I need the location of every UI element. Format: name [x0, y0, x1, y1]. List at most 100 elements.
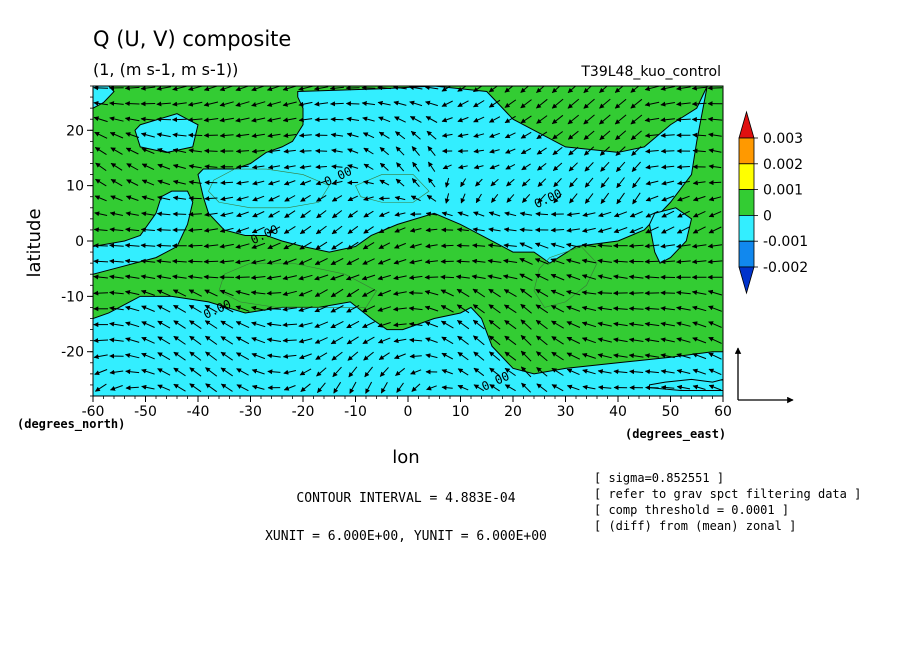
vector-field: [93, 86, 723, 394]
wind-vector-571: [267, 164, 281, 170]
wind-vector-8: [220, 383, 233, 392]
wind-vector-28: [536, 383, 548, 392]
wind-vector-291: [266, 275, 282, 281]
wind-vector-657: [362, 132, 375, 139]
wind-vector-183: [456, 319, 470, 330]
wind-vector-79: [708, 368, 722, 376]
wind-vector-738: [377, 100, 391, 106]
wind-vector-66: [504, 367, 516, 377]
y-axis-label: latitude: [24, 208, 45, 277]
wind-vector-304: [471, 274, 486, 280]
wind-vector-443: [141, 211, 155, 217]
wind-vector-570: [251, 164, 265, 170]
wind-vector-256: [346, 288, 360, 298]
colorbar-box-2: [738, 163, 755, 191]
wind-vector-698: [378, 116, 391, 123]
wind-vector-80: [93, 354, 108, 360]
wind-vector-716: [660, 117, 675, 123]
wind-vector-295: [330, 274, 344, 281]
wind-vector-320: [93, 258, 109, 264]
wind-vector-351: [581, 258, 597, 264]
wind-vector-617: [363, 147, 374, 155]
wind-vector-272: [597, 290, 613, 296]
wind-vector-355: [644, 259, 660, 265]
wind-vector-779: [393, 86, 407, 91]
wind-vector-90: [251, 352, 266, 360]
wind-vector-569: [236, 164, 249, 170]
wind-vector-246: [188, 289, 202, 297]
wind-vector-737: [361, 101, 376, 106]
wind-vector-360: [93, 243, 108, 249]
wind-vector-521: [110, 178, 123, 187]
wind-vector-627: [520, 147, 532, 155]
wind-vector-671: [583, 130, 595, 140]
wind-vector-630: [568, 146, 579, 156]
wind-vector-237: [676, 305, 691, 311]
note-line-2: [ refer to grav spct filtering data ]: [594, 487, 861, 501]
wind-vector-207: [204, 304, 218, 313]
wind-vector-750: [567, 98, 580, 109]
x-tick-label-1: -50: [134, 404, 157, 420]
x-tick-label-6: 0: [404, 404, 413, 420]
wind-vector-614: [315, 148, 328, 154]
wind-vector-786: [504, 86, 514, 93]
wind-vector-107: [520, 350, 532, 362]
wind-vector-430: [566, 227, 580, 233]
wind-vector-117: [676, 353, 691, 359]
wind-vector-519: [708, 196, 722, 202]
wind-vector-30: [566, 384, 580, 391]
wind-vector-787: [520, 86, 530, 93]
wind-vector-249: [235, 289, 250, 296]
wind-vector-235: [644, 306, 660, 312]
wind-vector-587: [521, 163, 531, 171]
wind-vector-375: [331, 241, 343, 250]
wind-vector-335: [330, 257, 344, 266]
wind-vector-310: [566, 274, 581, 281]
wind-vector-86: [189, 351, 202, 361]
wind-vector-155: [644, 337, 660, 343]
wind-vector-613: [299, 148, 312, 154]
wind-vector-789: [551, 86, 561, 94]
wind-vector-549: [553, 178, 562, 188]
wind-vector-583: [458, 164, 468, 170]
wind-vector-49: [236, 368, 249, 376]
wind-vector-371: [267, 242, 281, 249]
wind-vector-694: [314, 117, 328, 123]
wind-vector-743: [457, 100, 469, 108]
colorbar: 0.003 0.002 0.001 0 -0.001 -0.002: [738, 110, 808, 295]
wind-vector-227: [520, 303, 532, 314]
wind-vector-454: [316, 210, 327, 219]
wind-vector-285: [172, 274, 187, 280]
wind-vector-394: [628, 243, 644, 249]
wind-vector-679: [708, 132, 722, 138]
wind-vector-312: [597, 274, 612, 280]
wind-vector-374: [315, 241, 328, 250]
wind-vector-164: [157, 320, 171, 329]
wind-vector-745: [488, 99, 501, 108]
wind-vector-299: [393, 275, 407, 281]
wind-vector-125: [173, 335, 186, 345]
wind-vector-455: [332, 210, 343, 219]
wind-vector-596: [661, 164, 675, 170]
wind-vector-279: [707, 289, 723, 296]
wind-vector-268: [535, 288, 549, 298]
wind-vector-176: [346, 320, 360, 329]
wind-vector-704: [473, 116, 485, 123]
wind-vector-660: [410, 130, 421, 140]
wind-vector-529: [236, 180, 249, 186]
wind-vector-503: [460, 193, 466, 204]
wind-vector-292: [282, 275, 297, 281]
wind-vector-720: [93, 100, 108, 106]
wind-vector-434: [629, 226, 644, 234]
wind-vector-432: [597, 227, 612, 233]
wind-vector-609: [235, 148, 250, 154]
wind-vector-424: [472, 227, 485, 233]
wind-vector-217: [361, 305, 376, 313]
wind-vector-447: [204, 211, 218, 217]
wind-vector-692: [282, 117, 297, 123]
wind-vector-165: [173, 320, 186, 329]
wind-vector-208: [220, 305, 234, 313]
vector-units: XUNIT = 6.000E+00, YUNIT = 6.000E+00: [265, 529, 547, 544]
wind-vector-343: [456, 258, 470, 264]
wind-vector-153: [613, 337, 628, 343]
